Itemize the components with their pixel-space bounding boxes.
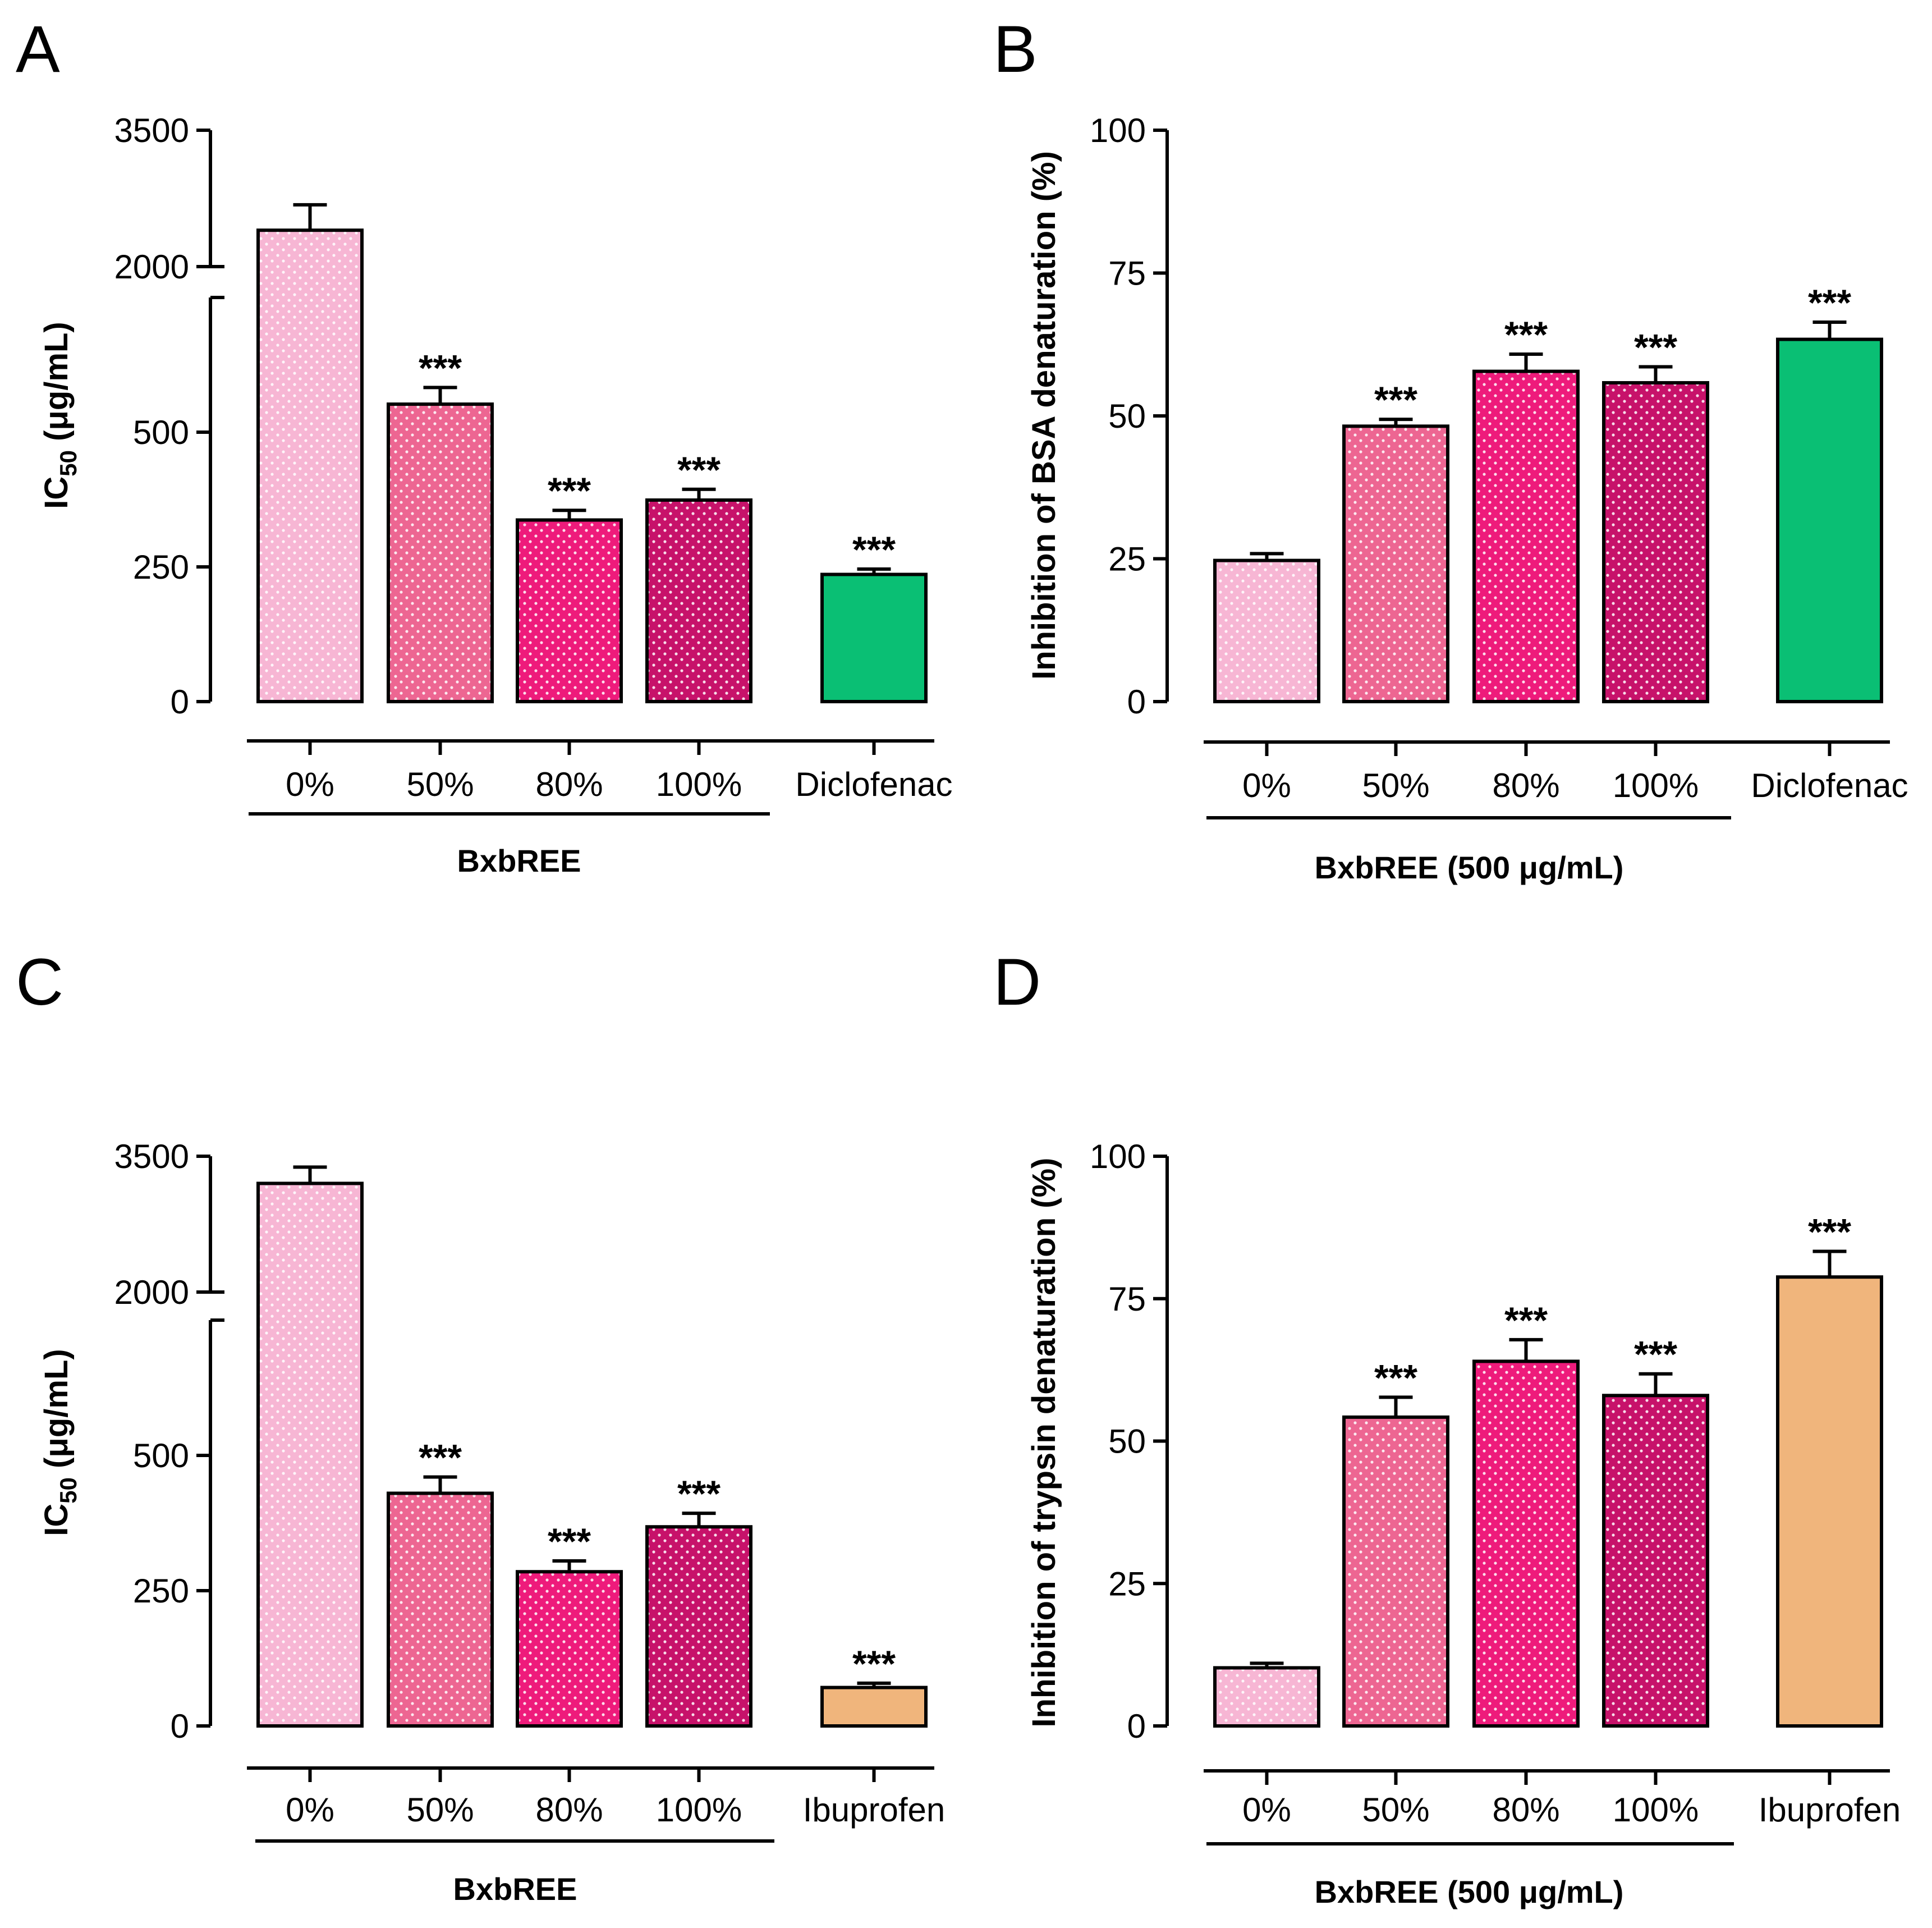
y-tick-label: 0 — [171, 683, 189, 721]
y-tick-label: 0 — [1127, 683, 1146, 721]
group-label: BxbREE — [457, 843, 581, 878]
significance-label: *** — [1504, 1299, 1548, 1341]
x-category-label: 80% — [1492, 767, 1559, 804]
bar-dot-pattern — [1217, 562, 1317, 700]
y-tick-label: 100 — [1090, 1138, 1146, 1175]
significance-label: *** — [852, 1643, 896, 1684]
x-category-label: 50% — [406, 1791, 474, 1829]
y-tick-label: 0 — [171, 1707, 189, 1745]
x-category-label: 50% — [1362, 767, 1429, 804]
significance-label: *** — [548, 470, 591, 511]
x-category-label: 100% — [1613, 1791, 1699, 1829]
significance-label: *** — [677, 449, 721, 491]
y-tick-label: 0 — [1127, 1707, 1146, 1745]
y-tick-label: 500 — [133, 1437, 189, 1474]
significance-label: *** — [852, 529, 896, 570]
x-category-label: Diclofenac — [795, 766, 952, 803]
bar-dot-pattern — [1346, 1418, 1446, 1724]
group-label: BxbREE (500 μg/mL) — [1315, 850, 1624, 885]
significance-label: *** — [1634, 1334, 1677, 1375]
bar-ibuprofen — [1776, 1275, 1883, 1728]
x-category-label: 0% — [286, 766, 334, 803]
bar-dot-pattern — [1217, 1669, 1317, 1724]
x-category-label: 0% — [1242, 767, 1291, 804]
significance-label: *** — [1504, 314, 1548, 355]
significance-label: *** — [1808, 282, 1851, 323]
group-label: BxbREE (500 μg/mL) — [1315, 1874, 1624, 1909]
significance-label: *** — [548, 1521, 591, 1562]
x-category-label: 100% — [656, 766, 742, 803]
y-tick-label: 250 — [133, 1572, 189, 1610]
panel-c-chart: 3500 2000 500 250 0 IC50 (μg/mL) 0% *** 50% *** 80… — [38, 1138, 945, 1907]
x-category-label: Ibuprofen — [803, 1791, 946, 1829]
panel-d-chart: 100 75 50 25 0 Inhibition of trypsin denatura… — [1026, 1138, 1901, 1909]
panel-letter-d: D — [993, 945, 1041, 1019]
bar-diclofenac — [1776, 337, 1883, 703]
x-category-label: 80% — [535, 1791, 603, 1829]
y-axis-label: Inhibition of trypsin denaturation (%) — [1026, 1158, 1062, 1728]
panel-letter-b: B — [993, 12, 1038, 86]
bar-dot-pattern — [519, 1573, 619, 1724]
y-tick-label: 500 — [133, 414, 189, 451]
x-category-label: 100% — [1613, 767, 1699, 804]
panel-letter-c: C — [16, 945, 63, 1019]
bar-ibuprofen — [820, 1686, 928, 1728]
bar-dot-pattern — [1476, 373, 1576, 700]
bar-dot-pattern — [1605, 1397, 1706, 1724]
y-tick-label: 2000 — [114, 1274, 189, 1311]
y-tick-label: 100 — [1090, 112, 1146, 149]
significance-label: *** — [1374, 379, 1417, 420]
significance-label: *** — [1374, 1357, 1417, 1398]
bar-dot-pattern — [390, 1495, 490, 1724]
bar-dot-pattern — [649, 1528, 749, 1724]
significance-label: *** — [419, 1437, 462, 1478]
y-tick-label: 75 — [1108, 255, 1146, 292]
panel-letter-a: A — [16, 12, 60, 86]
x-category-label: 0% — [286, 1791, 334, 1829]
y-tick-label: 2000 — [114, 248, 189, 286]
bar-dot-pattern — [519, 521, 619, 700]
bar-dot-pattern — [1605, 384, 1706, 700]
significance-label: *** — [1634, 326, 1677, 368]
bar-dot-pattern — [649, 501, 749, 700]
y-axis-label: IC50 (μg/mL) — [38, 1349, 81, 1536]
bar-dot-pattern — [390, 406, 490, 700]
x-category-label: 50% — [1362, 1791, 1429, 1829]
x-category-label: Ibuprofen — [1759, 1791, 1901, 1829]
x-category-label: Diclofenac — [1751, 767, 1908, 804]
significance-label: *** — [419, 347, 462, 388]
y-axis-label: IC50 (μg/mL) — [38, 322, 81, 509]
bar-dot-pattern — [1476, 1363, 1576, 1724]
x-category-label: 80% — [1492, 1791, 1559, 1829]
bar-dot-pattern — [1346, 428, 1446, 700]
panel-b-chart: 100 75 50 25 0 Inhibition of BSA denaturation… — [1026, 112, 1908, 885]
x-category-label: 0% — [1242, 1791, 1291, 1829]
x-category-label: 50% — [406, 766, 474, 803]
x-category-label: 80% — [535, 766, 603, 803]
bar-dot-pattern — [260, 1185, 360, 1724]
y-tick-label: 25 — [1108, 1565, 1146, 1602]
y-tick-label: 75 — [1108, 1280, 1146, 1318]
y-tick-label: 3500 — [114, 1138, 189, 1175]
y-tick-label: 50 — [1108, 1423, 1146, 1460]
y-tick-label: 3500 — [114, 112, 189, 149]
panel-a-chart: 3500 2000 500 250 0 IC50 (μg/mL) 0% *** 50% *** 80… — [38, 112, 953, 878]
y-tick-label: 25 — [1108, 541, 1146, 578]
y-axis-label: Inhibition of BSA denaturation (%) — [1026, 151, 1062, 680]
y-tick-label: 50 — [1108, 397, 1146, 435]
bar-dot-pattern — [260, 232, 360, 700]
significance-label: *** — [677, 1473, 721, 1514]
group-label: BxbREE — [453, 1871, 577, 1907]
significance-label: *** — [1808, 1211, 1851, 1253]
y-tick-label: 250 — [133, 548, 189, 586]
bar-diclofenac — [820, 573, 928, 703]
x-category-label: 100% — [656, 1791, 742, 1829]
